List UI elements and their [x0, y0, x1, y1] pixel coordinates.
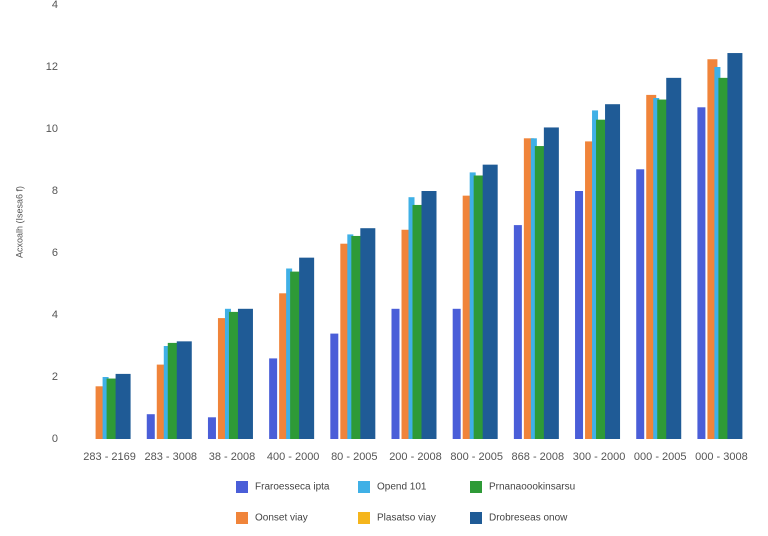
x-tick-label: 200 - 2008	[389, 451, 442, 463]
y-axis-label: Acxoalh (Isesa6 f)	[14, 186, 24, 258]
legend-swatch	[236, 512, 248, 524]
y-tick-label: 2	[52, 371, 58, 383]
bar	[115, 373, 131, 439]
y-tick-label: 4	[52, 0, 58, 11]
bar	[167, 342, 179, 439]
legend-swatch	[470, 481, 482, 493]
legend-swatch	[236, 481, 248, 493]
bar	[102, 377, 109, 439]
bar	[714, 67, 721, 439]
legend-label: Oonset viay	[255, 513, 308, 524]
legend-swatch	[358, 512, 370, 524]
bar	[605, 104, 621, 439]
bar	[299, 257, 315, 439]
y-tick-label: 0	[52, 433, 58, 445]
bar	[237, 308, 253, 439]
bar	[718, 77, 730, 439]
bar	[592, 110, 599, 440]
x-tick-label: 000 - 2005	[634, 451, 687, 463]
bar	[666, 77, 682, 439]
y-tick-label: 4	[52, 309, 58, 321]
bar	[482, 164, 498, 439]
legend-label: Opend 101	[377, 482, 427, 493]
bar	[636, 169, 645, 440]
bar	[269, 358, 278, 439]
bar	[473, 175, 485, 439]
bar	[95, 386, 106, 439]
y-tick-label: 6	[52, 247, 58, 259]
x-tick-label: 868 - 2008	[512, 451, 565, 463]
bar	[106, 378, 118, 439]
bar	[360, 228, 376, 439]
bar	[412, 204, 424, 439]
x-tick-label: 80 - 2005	[331, 451, 377, 463]
bar	[585, 141, 596, 439]
y-tick-label: 10	[46, 123, 58, 135]
bar	[217, 318, 228, 439]
bar	[727, 53, 743, 440]
bar	[707, 59, 718, 439]
bar	[543, 127, 559, 439]
bar	[523, 138, 534, 440]
y-tick-label: 12	[46, 61, 58, 73]
bar	[401, 229, 412, 439]
legend-swatch	[358, 481, 370, 493]
bar	[207, 417, 216, 439]
x-tick-label: 800 - 2005	[450, 451, 503, 463]
y-tick-label: 8	[52, 185, 58, 197]
bar	[596, 119, 608, 439]
x-tick-label: 283 - 2169	[83, 451, 136, 463]
x-tick-label: 300 - 2000	[573, 451, 626, 463]
bar	[646, 94, 657, 440]
x-tick-label: 000 - 3008	[695, 451, 748, 463]
bar	[657, 99, 669, 440]
bar	[156, 364, 167, 439]
bar	[286, 268, 293, 439]
legend-label: Fraroesseca ipta	[255, 482, 330, 493]
bar	[653, 98, 660, 439]
x-tick-label: 283 - 3008	[144, 451, 197, 463]
bar	[513, 225, 522, 439]
bar	[452, 308, 461, 439]
bar	[391, 308, 400, 439]
bar	[176, 341, 192, 439]
x-tick-label: 38 - 2008	[209, 451, 255, 463]
x-tick-label: 400 - 2000	[267, 451, 320, 463]
bar	[351, 235, 363, 439]
bar	[534, 146, 546, 440]
bar	[279, 293, 290, 439]
bar	[347, 234, 354, 439]
bar	[146, 414, 155, 439]
bar	[163, 346, 170, 439]
bar	[575, 191, 584, 439]
bar	[530, 138, 537, 440]
bar	[290, 271, 302, 439]
bar	[224, 308, 231, 439]
legend-label: Plasatso viay	[377, 513, 436, 524]
legend-swatch	[470, 512, 482, 524]
bar	[421, 191, 437, 439]
legend-label: Drobreseas onow	[489, 513, 568, 524]
bar	[697, 107, 706, 440]
bar	[228, 311, 240, 439]
bar	[330, 333, 339, 439]
bar	[462, 195, 473, 439]
legend-label: Prnanaoookinsarsu	[489, 482, 575, 493]
bar	[340, 243, 351, 439]
bar	[469, 172, 476, 439]
bar	[408, 197, 415, 439]
